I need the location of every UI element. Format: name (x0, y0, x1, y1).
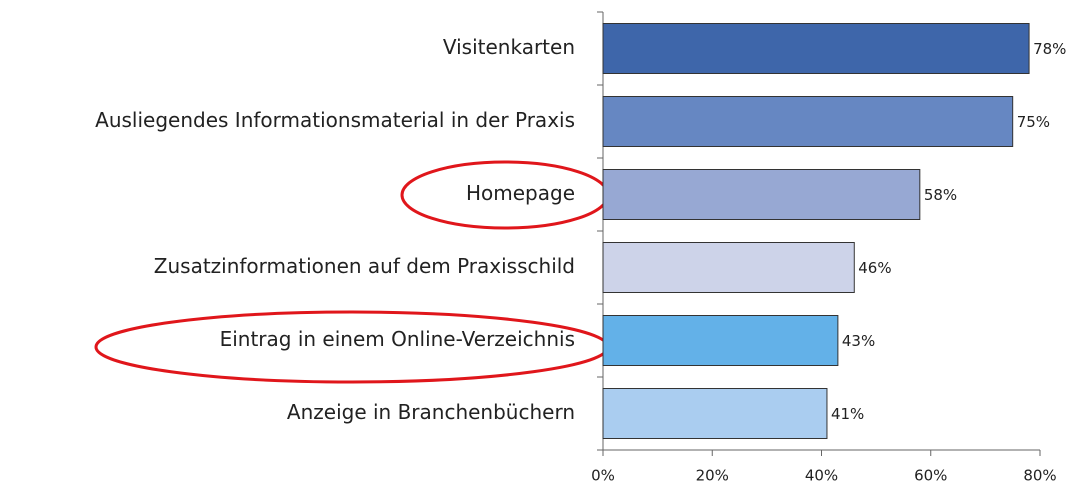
bar (602, 23, 1030, 74)
value-label: 41% (831, 405, 864, 423)
value-label: 43% (842, 332, 875, 350)
category-label: Zusatzinformationen auf dem Praxisschild (154, 254, 575, 278)
value-label: 46% (858, 259, 891, 277)
x-tick-label: 60% (914, 467, 947, 485)
bar (602, 388, 828, 439)
x-tick-label: 80% (1023, 467, 1056, 485)
x-tick-label: 40% (805, 467, 838, 485)
value-label: 58% (924, 186, 957, 204)
bar (602, 169, 921, 220)
bar (602, 242, 855, 293)
category-label: Homepage (466, 181, 575, 205)
value-label: 75% (1017, 113, 1050, 131)
x-tick-label: 0% (591, 467, 615, 485)
category-label: Ausliegendes Informationsmaterial in der… (95, 108, 575, 132)
category-label: Visitenkarten (443, 35, 575, 59)
category-label: Eintrag in einem Online-Verzeichnis (220, 327, 575, 351)
value-label: 78% (1033, 40, 1066, 58)
bar (602, 96, 1014, 147)
x-tick-label: 20% (696, 467, 729, 485)
category-label: Anzeige in Branchenbüchern (287, 400, 575, 424)
bar (602, 315, 839, 366)
